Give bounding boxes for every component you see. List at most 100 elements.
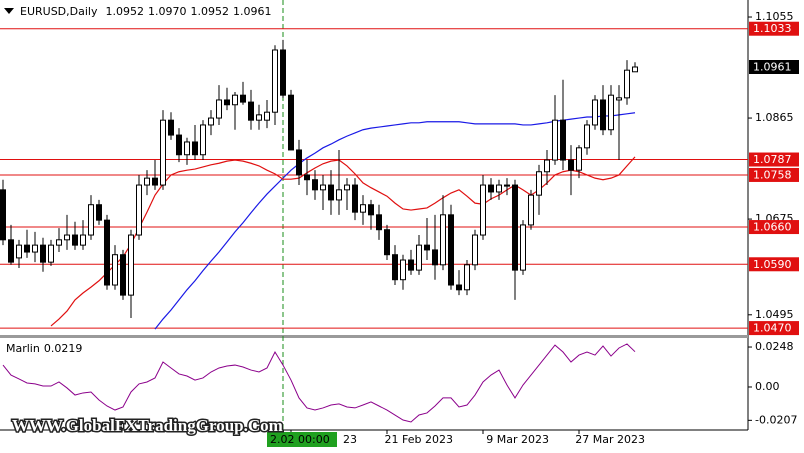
current-price-label: 1.0961 [753,61,792,74]
candle-body-down [600,99,606,131]
candle-body-up [496,184,502,193]
candle-body-down [432,249,438,266]
candle-body-down [120,254,126,296]
level-label: 1.0470 [753,322,792,335]
candle-body-up [184,141,190,156]
header-close: 1.0961 [233,5,272,18]
candle-body-down [568,159,574,171]
candle-body-up [32,244,38,253]
level-label-box [749,220,799,235]
candle-body-up [416,244,422,271]
candle-body-up [472,234,478,266]
candle-body-up [400,259,406,281]
candle-body-up [272,49,278,113]
level-label-box [749,21,799,36]
header-low: 1.0952 [190,5,229,18]
candle-body-down [96,204,102,221]
x-tick-label: 9 Mar 2023 [486,433,549,446]
x-tick-label: 21 Feb 2023 [385,433,453,446]
candle-body-up [336,189,342,201]
candle-body-down [456,284,462,291]
candle-body-up [632,66,638,73]
candle-body-up [608,94,614,131]
indicator-header: Marlin 0.0219 [6,342,82,355]
candle-body-up [200,124,206,156]
candle-body-up [232,94,238,106]
crosshair-label-box [267,432,337,447]
header-open: 1.0952 [105,5,144,18]
candle-body-down [24,244,30,253]
indicator-line [2,343,636,423]
candle-body-down [448,214,454,286]
candle-body-up [480,184,486,236]
candle-body-up [584,124,590,149]
candle-body-up [160,119,166,186]
candle-body-down [248,101,254,121]
header-high: 1.0970 [148,5,187,18]
candle-body-down [376,214,382,231]
candle-body-up [256,114,262,121]
candle-body-up [544,159,550,173]
candle-body-down [0,189,6,241]
y-tick-label: 1.0865 [755,111,794,124]
watermark: WWW.GlobalFXTradingGroup.Com [12,416,283,435]
candle-body-up [464,264,470,291]
candle-body-down [328,184,334,201]
indicator-y-tick-label: 0.00 [755,380,780,393]
candle-body-down [280,49,286,96]
candle-body-down [104,219,110,286]
candle-body-up [552,119,558,161]
candle-body-up [128,234,134,296]
level-label: 1.1033 [753,22,792,35]
candle-body-up [216,99,222,119]
candle-body-up [344,184,350,191]
crosshair-label: 2.02 00:00 [270,433,330,446]
candle-body-down [224,99,230,106]
candle-body-up [56,239,62,246]
candle-body-up [536,171,542,196]
candle-body-up [144,177,150,186]
candle-body-down [192,141,198,156]
level-label-box [749,167,799,182]
candle-body-down [304,174,310,181]
candle-body-down [560,119,566,161]
candle-body-down [288,94,294,151]
menu-triangle [4,8,14,14]
chart-header: EURUSD,Daily 1.0952 1.0970 1.0952 1.0961 [20,5,271,18]
candle-body-down [512,184,518,271]
candle-body-up [80,234,86,246]
candle-body-down [72,234,78,246]
candle-body-up [592,99,598,126]
candle-body-up [88,204,94,236]
level-label: 1.0758 [753,168,792,181]
candle-body-down [152,177,158,186]
indicator-name: Marlin [6,342,40,355]
candle-body-up [528,194,534,226]
candle-body-down [384,229,390,256]
candle-body-down [240,94,246,103]
candle-body-up [616,97,622,101]
candle-body-up [576,147,582,171]
candle-body-up [624,69,630,99]
level-label: 1.0787 [753,153,792,166]
candle-body-down [488,184,494,193]
candle-body-down [368,204,374,216]
indicator-last-value: 0.0219 [44,342,83,355]
x-tick-label: 23 [343,433,357,446]
indicator-y-tick-label: 0.0248 [755,340,794,353]
current-price-box [749,60,799,74]
candle-body-down [8,239,14,263]
candle-body-up [264,111,270,121]
candle-body-down [424,244,430,251]
level-label: 1.0660 [753,221,792,234]
indicator-y-tick-label: -0.0207 [755,413,797,426]
candle-body-down [176,134,182,156]
candle-body-down [352,184,358,213]
candle-body-up [136,184,142,236]
candle-body-down [504,184,510,187]
level-label: 1.0590 [753,258,792,271]
candle-body-up [112,254,118,286]
